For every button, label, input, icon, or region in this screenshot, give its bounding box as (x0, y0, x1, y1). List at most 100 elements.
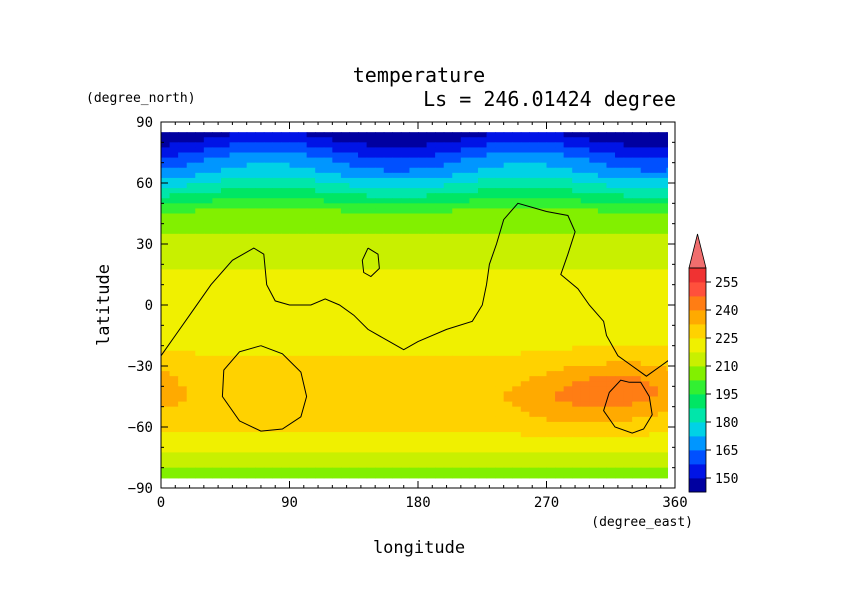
field-cell (315, 188, 325, 194)
field-cell (238, 320, 248, 326)
field-cell (195, 437, 205, 443)
field-cell (555, 355, 565, 362)
field-cell (452, 183, 462, 189)
field-cell (443, 279, 453, 286)
field-cell (263, 381, 273, 387)
field-cell (443, 249, 453, 255)
field-cell (555, 228, 565, 235)
field-cell (229, 299, 239, 306)
field-cell (495, 198, 505, 204)
field-cell (272, 183, 282, 189)
colorbar-band (689, 422, 706, 437)
field-cell (238, 274, 248, 281)
field-cell (340, 142, 351, 149)
field-cell (349, 432, 359, 438)
field-cell (546, 315, 556, 321)
field-cell (666, 152, 668, 159)
field-cell (555, 188, 565, 194)
field-cell (503, 325, 513, 332)
field-cell (195, 421, 205, 428)
field-cell (332, 203, 342, 210)
field-cell (477, 203, 488, 210)
field-cell (597, 264, 608, 271)
field-cell (323, 269, 333, 276)
field-cell (323, 188, 333, 194)
field-cell (615, 259, 625, 265)
field-cell (358, 355, 368, 362)
field-cell (383, 335, 393, 342)
field-cell (161, 274, 171, 281)
field-cell (238, 137, 248, 143)
field-cell (400, 198, 411, 204)
field-cell (632, 132, 642, 138)
field-cell (632, 376, 642, 382)
field-cell (589, 299, 599, 306)
field-cell (272, 305, 282, 311)
field-cell (623, 472, 633, 479)
field-cell (375, 350, 385, 357)
field-cell (435, 289, 445, 296)
field-cell (572, 366, 582, 372)
field-cell (418, 416, 428, 423)
field-cell (272, 162, 282, 169)
field-cell (529, 274, 539, 281)
field-cell (246, 411, 256, 418)
field-cell (418, 406, 428, 413)
field-cell (349, 340, 359, 347)
field-cell (666, 371, 668, 377)
field-cell (563, 345, 573, 352)
field-cell (623, 233, 633, 240)
field-cell (435, 223, 445, 230)
field-cell (340, 157, 351, 164)
field-cell (272, 167, 282, 174)
field-cell (315, 386, 325, 393)
field-cell (383, 396, 393, 403)
field-cell (666, 289, 668, 296)
field-cell (589, 472, 599, 479)
field-cell (469, 340, 479, 347)
field-cell (469, 188, 479, 194)
field-cell (657, 172, 668, 179)
field-cell (323, 279, 333, 286)
field-cell (580, 330, 590, 337)
field-cell (426, 447, 436, 454)
field-cell (606, 462, 616, 469)
field-cell (495, 472, 505, 479)
field-cell (426, 274, 436, 281)
field-cell (366, 132, 376, 138)
field-cell (597, 233, 608, 240)
field-cell (443, 269, 453, 276)
field-cell (640, 371, 650, 377)
field-cell (572, 233, 582, 240)
field-cell (486, 330, 496, 337)
field-cell (555, 274, 565, 281)
field-cell (186, 360, 196, 367)
field-cell (340, 421, 351, 428)
field-cell (332, 411, 342, 418)
field-cell (332, 198, 342, 204)
field-cell (580, 442, 590, 448)
field-cell (349, 289, 359, 296)
field-cell (220, 406, 231, 413)
field-cell (263, 467, 273, 474)
field-cell (477, 147, 488, 154)
field-cell (366, 406, 376, 413)
field-cell (169, 254, 179, 260)
field-cell (306, 152, 316, 159)
field-cell (161, 371, 171, 377)
field-cell (195, 264, 205, 271)
field-cell (520, 305, 530, 311)
field-cell (272, 142, 282, 149)
field-cell (640, 172, 650, 179)
field-cell (657, 396, 668, 403)
field-cell (366, 223, 376, 230)
field-cell (212, 350, 222, 357)
field-cell (400, 274, 411, 281)
field-cell (495, 391, 505, 398)
field-cell (315, 391, 325, 398)
field-cell (572, 315, 582, 321)
field-cell (400, 360, 411, 367)
field-cell (392, 208, 402, 215)
field-cell (203, 457, 213, 464)
field-cell (486, 340, 496, 347)
